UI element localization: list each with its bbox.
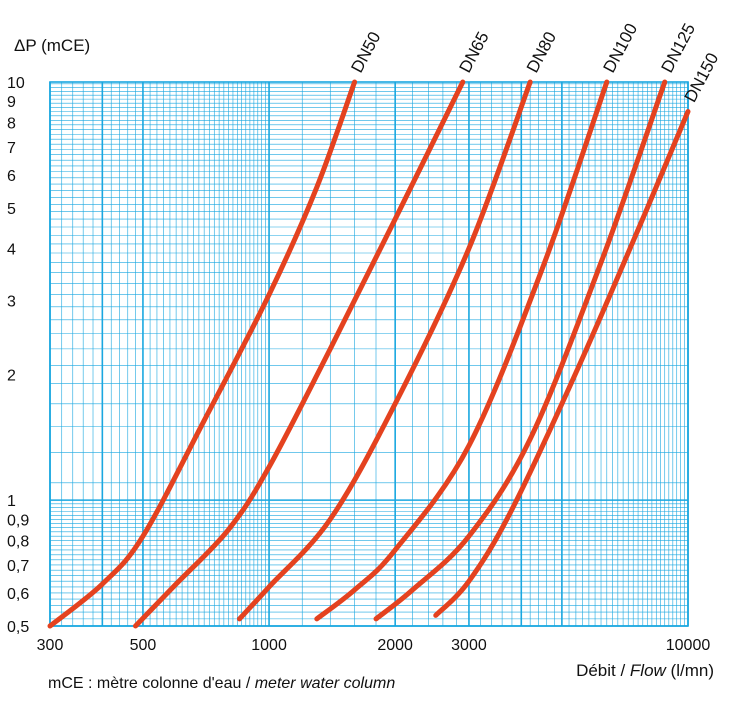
series-label-dn80: DN80 [523, 29, 560, 76]
y-tick-label: 4 [7, 241, 16, 258]
series-line-dn65 [133, 79, 466, 629]
y-tick-label: 6 [7, 168, 16, 185]
y-tick-label: 5 [7, 201, 16, 218]
series-line-dn125 [373, 79, 668, 622]
series-line-dn50 [47, 79, 358, 629]
series-line-dn100 [314, 79, 610, 622]
footnote: mCE : mètre colonne d'eau / meter water … [48, 675, 395, 693]
y-tick-label: 7 [7, 140, 16, 157]
series-label-dn65: DN65 [456, 29, 493, 76]
y-tick-label: 1 [7, 493, 16, 510]
x-axis-title-unit: (l/mn) [666, 661, 714, 680]
y-tick-label: 0,5 [7, 619, 29, 636]
y-tick-label: 0,7 [7, 558, 29, 575]
y-axis-title: ΔP (mCE) [14, 36, 90, 55]
y-tick-label: 0,9 [7, 512, 29, 529]
y-tick-label: 10 [7, 75, 25, 92]
x-axis-title: Débit / Flow (l/mn) [576, 661, 714, 680]
footnote-italic: meter water column [254, 675, 396, 692]
series-line-dn150 [433, 109, 691, 618]
series-label-dn150: DN150 [681, 50, 723, 106]
y-tick-label: 8 [7, 116, 16, 133]
y-tick-label: 9 [7, 94, 16, 111]
x-tick-label: 10000 [666, 637, 711, 654]
plot-frame [49, 81, 689, 627]
x-tick-label: 2000 [377, 637, 413, 654]
x-axis-title-italic: Flow [630, 661, 668, 680]
x-tick-label: 500 [130, 637, 157, 654]
chart-curves [47, 79, 691, 629]
series-label-dn100: DN100 [600, 20, 642, 76]
x-axis-title-main: Débit / [576, 661, 630, 680]
chart-labels: 0,5 0,6 0,7 0,8 0,9 1 2 3 4 5 6 7 8 9 10 300 500 1000 2000… [7, 20, 722, 654]
y-tick-label: 0,8 [7, 534, 29, 551]
series-line-dn80 [236, 79, 533, 622]
x-tick-label: 300 [37, 637, 64, 654]
y-tick-label: 3 [7, 294, 16, 311]
footnote-text: mCE : mètre colonne d'eau / [48, 675, 255, 692]
series-label-dn50: DN50 [347, 29, 384, 76]
y-tick-label: 2 [7, 367, 16, 384]
x-tick-label: 3000 [451, 637, 487, 654]
y-tick-label: 0,6 [7, 586, 29, 603]
chart-grid [49, 81, 689, 627]
x-tick-label: 1000 [251, 637, 287, 654]
series-label-dn125: DN125 [657, 20, 699, 76]
